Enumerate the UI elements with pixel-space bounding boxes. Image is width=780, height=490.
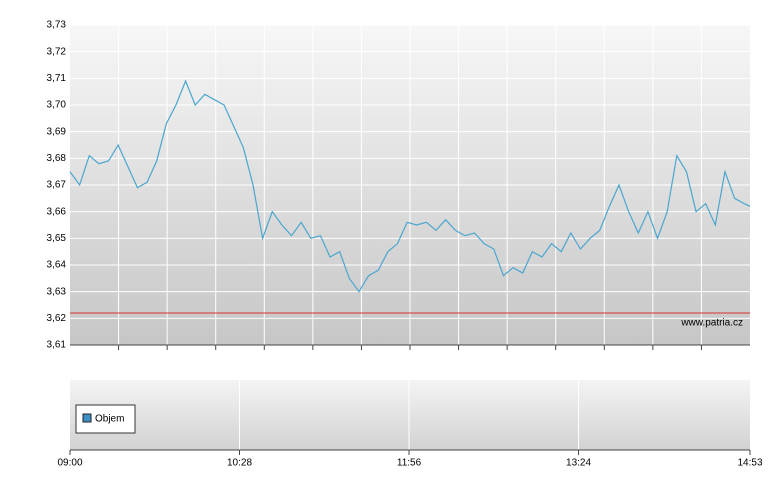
price-line: [69, 79, 751, 293]
y-tick-label: 3,69: [47, 126, 67, 137]
y-tick-label: 3,72: [47, 46, 67, 57]
y-tick-label: 3,73: [47, 20, 67, 31]
y-tick-label: 3,61: [47, 340, 67, 351]
y-tick-label: 3,64: [47, 260, 67, 271]
y-tick-label: 3,63: [47, 286, 67, 297]
y-tick-label: 3,66: [47, 206, 67, 217]
y-tick-label: 3,70: [47, 100, 67, 111]
x-tick-label: 11:56: [397, 458, 422, 469]
watermark: www.patria.cz: [680, 318, 743, 329]
x-tick-label: 09:00: [57, 458, 82, 469]
y-tick-label: 3,71: [47, 73, 67, 84]
legend-label: Objem: [95, 414, 124, 425]
y-tick-label: 3,62: [47, 313, 67, 324]
y-tick-label: 3,65: [47, 233, 67, 244]
legend-swatch: [82, 413, 92, 423]
x-tick-label: 14:53: [737, 458, 762, 469]
x-tick-label: 13:24: [566, 458, 591, 469]
y-tick-label: 3,68: [47, 153, 67, 164]
y-tick-label: 3,67: [47, 180, 67, 191]
x-tick-label: 10:28: [227, 458, 252, 469]
volume-panel: [70, 380, 750, 450]
